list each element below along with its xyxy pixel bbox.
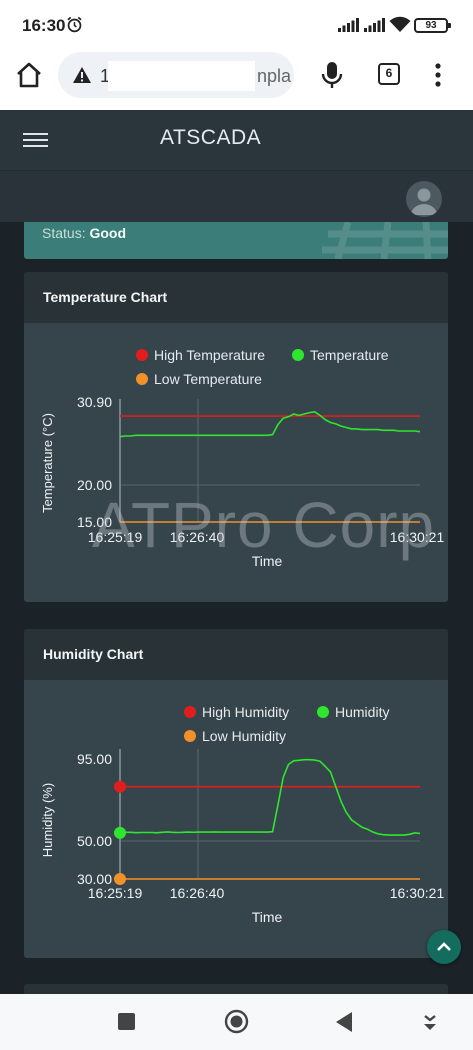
y-tick-label: 15.00	[77, 514, 112, 530]
status-text: Status: Good	[42, 225, 126, 241]
humidity-chart-header: Humidity Chart	[24, 629, 448, 680]
user-icon	[411, 188, 437, 215]
hamburger-menu-icon[interactable]	[23, 130, 48, 150]
home-circle-icon[interactable]	[224, 1009, 249, 1034]
y-tick-label: 30.90	[77, 394, 112, 410]
url-redaction	[108, 61, 255, 91]
legend-marker	[292, 349, 304, 361]
back-icon[interactable]	[334, 1011, 354, 1033]
warning-icon[interactable]	[72, 66, 92, 84]
legend-label: Temperature	[310, 347, 389, 363]
app-header: ATSCADA	[0, 110, 473, 170]
x-tick-label: 16:26:40	[170, 529, 225, 545]
address-bar[interactable]: 1 npla	[58, 52, 294, 98]
signal-icon	[338, 18, 359, 32]
series-line-value	[119, 758, 421, 836]
clock: 16:30	[22, 16, 66, 35]
series-point-low	[114, 873, 126, 885]
chevron-down-icon[interactable]	[421, 1012, 439, 1032]
status-label: Status:	[42, 225, 86, 241]
home-icon[interactable]	[14, 60, 44, 90]
temperature-chart-body: High Temperature Temperature Low Temperatu…	[24, 323, 448, 602]
x-tick-label: 16:26:40	[170, 885, 225, 901]
app-title: ATSCADA	[160, 126, 262, 149]
x-tick-label: 16:25:19	[88, 885, 143, 901]
legend-label: Low Humidity	[202, 728, 286, 744]
tab-switcher-button[interactable]: 6	[378, 63, 400, 85]
humidity-chart-body: High Humidity Humidity Low Humidity 95.00 50…	[24, 680, 448, 958]
recents-icon[interactable]	[118, 1013, 135, 1030]
y-axis-label: Temperature (°C)	[40, 413, 55, 513]
x-axis-label: Time	[252, 909, 283, 925]
legend-marker	[317, 706, 329, 718]
chevron-up-icon	[437, 942, 451, 951]
legend-marker	[136, 349, 148, 361]
status-card: Status: Good	[24, 222, 448, 259]
temperature-chart-card: Temperature Chart High Temperature Temper…	[24, 272, 448, 602]
alarm-icon	[67, 16, 82, 33]
url-text-end[interactable]: npla	[257, 66, 292, 86]
x-tick-label: 16:30:21	[390, 529, 445, 545]
status-value: Good	[89, 225, 127, 241]
card-decoration	[322, 222, 448, 259]
y-tick-label: 20.00	[77, 477, 112, 493]
legend-label: Low Temperature	[154, 371, 262, 387]
legend-label: Humidity	[335, 704, 389, 720]
series-line-value	[119, 410, 421, 438]
browser-toolbar: 1 npla 6	[0, 48, 473, 110]
legend-label: High Humidity	[202, 704, 289, 720]
wifi-icon	[389, 16, 411, 32]
signal-icon	[364, 18, 385, 32]
y-tick-label: 30.00	[77, 871, 112, 887]
temperature-chart-header: Temperature Chart	[24, 272, 448, 323]
y-tick-label: 50.00	[77, 833, 112, 849]
battery-icon: 93	[414, 18, 451, 33]
x-tick-label: 16:30:21	[390, 885, 445, 901]
more-vert-icon[interactable]	[430, 62, 446, 88]
legend-label: High Temperature	[154, 347, 265, 363]
microphone-icon[interactable]	[320, 60, 344, 90]
y-axis-label: Humidity (%)	[40, 783, 55, 857]
y-tick-label: 95.00	[77, 751, 112, 767]
user-bar	[0, 170, 473, 222]
legend-marker	[184, 706, 196, 718]
x-tick-label: 16:25:19	[88, 529, 143, 545]
scroll-to-top-button[interactable]	[427, 930, 461, 964]
avatar[interactable]	[406, 181, 442, 217]
series-point-high	[114, 780, 126, 793]
legend-marker	[184, 730, 196, 742]
temperature-chart: High Temperature Temperature Low Temperatu…	[40, 347, 445, 569]
humidity-chart-card: Humidity Chart High Humidity Humidity Low …	[24, 629, 448, 958]
legend-marker	[136, 373, 148, 385]
humidity-chart: High Humidity Humidity Low Humidity 95.00 50…	[40, 704, 445, 925]
x-axis-label: Time	[252, 553, 283, 569]
url-text[interactable]: 1	[100, 66, 111, 86]
system-navigation-bar	[0, 994, 473, 1050]
system-status-bar: 16:30 93	[0, 0, 473, 48]
series-point-value	[114, 826, 126, 839]
